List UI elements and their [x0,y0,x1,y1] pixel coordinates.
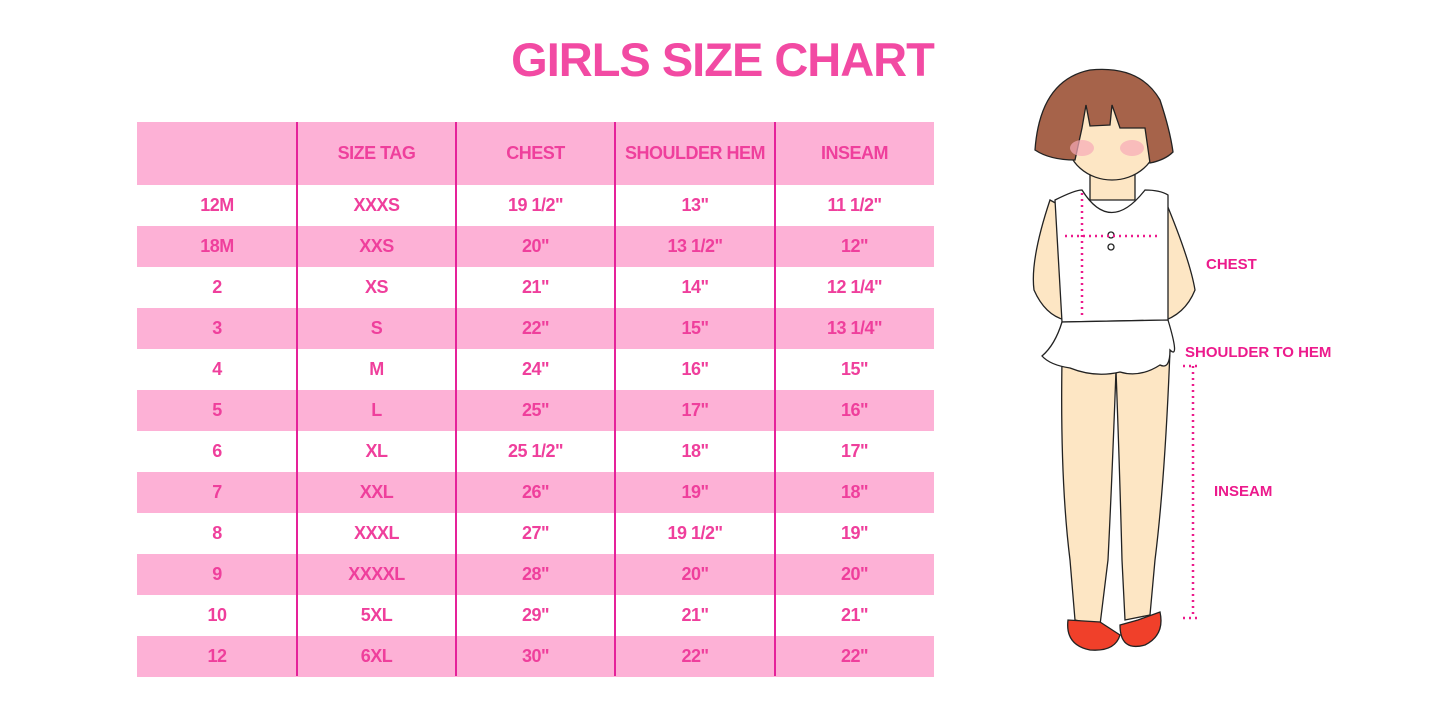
table-cell: 22" [521,318,550,338]
table-cell: XXL [359,482,394,502]
table-cell: 15" [840,359,869,379]
table-cell: 21" [840,605,869,625]
table-cell: XXS [359,236,394,256]
table-cell: 5XL [360,605,393,625]
table-row: 9 XXXXL 28" 20" 20" [137,554,934,595]
table-cell: 3 [212,318,222,338]
table-cell: XL [365,441,388,461]
table-row: 12M XXXS 19 1/2" 13" 11 1/2" [137,185,934,226]
table-cell: 26" [521,482,550,502]
table-row: 3 S 22" 15" 13 1/4" [137,308,934,349]
table-cell: 10 [207,605,227,625]
table-cell: 7 [212,482,222,502]
table-cell: 24" [521,359,550,379]
table-cell: 12 1/4" [826,277,883,297]
column-divider [774,122,776,676]
column-header: SHOULDER HEM [624,143,766,163]
chest-label: CHEST [1206,256,1257,273]
table-cell: 20" [521,236,550,256]
table-row: 4 M 24" 16" 15" [137,349,934,390]
column-divider [296,122,298,676]
table-cell: 5 [212,400,222,420]
table-cell: 11 1/2" [827,195,882,215]
table-cell: 12M [200,195,234,215]
girl-measurement-illustration: CHEST SHOULDER TO HEM INSEAM [1020,60,1380,670]
table-row: 5 L 25" 17" 16" [137,390,934,431]
table-cell: 20" [840,564,869,584]
table-row: 8 XXXL 27" 19 1/2" 19" [137,513,934,554]
column-header: CHEST [506,143,565,163]
column-divider [455,122,457,676]
table-cell: M [369,359,384,379]
table-cell: 18" [840,482,869,502]
table-cell: 25" [521,400,550,420]
table-cell: 9 [212,564,222,584]
header-row: SIZE TAG CHEST SHOULDER HEM INSEAM [137,122,934,185]
table-cell: 22" [681,646,709,666]
table-cell: XXXXL [348,564,405,584]
table-cell: 27" [521,523,550,543]
table-row: 6 XL 25 1/2" 18" 17" [137,431,934,472]
table-cell: 4 [212,359,222,379]
table-cell: 17" [681,400,709,420]
table-cell: 16" [681,359,709,379]
girl-figure-icon [1032,68,1200,651]
table-cell: XXXL [353,523,400,543]
column-header: INSEAM [820,143,889,163]
table-row: 12 6XL 30" 22" 22" [137,636,934,677]
inseam-label: INSEAM [1214,483,1273,500]
table-cell: 20" [681,564,709,584]
table-cell: 13 1/2" [667,236,723,256]
table-cell: 13" [681,195,709,215]
table-cell: S [370,318,383,338]
table-cell: 29" [521,605,550,625]
column-header [137,122,297,185]
table-row: 7 XXL 26" 19" 18" [137,472,934,513]
column-header: SIZE TAG [337,143,416,163]
size-table: SIZE TAG CHEST SHOULDER HEM INSEAM 12M XXXS 19… [137,122,934,677]
table-cell: 14" [681,277,709,297]
shoulder-to-hem-label: SHOULDER TO HEM [1185,344,1332,361]
column-divider [614,122,616,676]
table-cell: 8 [212,523,222,543]
table-cell: 21" [681,605,709,625]
table-cell: 25 1/2" [507,441,564,461]
table-cell: 19 1/2" [507,195,564,215]
table-cell: 6 [212,441,222,461]
page-title: GIRLS SIZE CHART [511,33,935,86]
table-row: 10 5XL 29" 21" 21" [137,595,934,636]
table-cell: 28" [521,564,550,584]
table-cell: 21" [521,277,550,297]
table-row: 18M XXS 20" 13 1/2" 12" [137,226,934,267]
table-cell: 15" [681,318,709,338]
table-cell: 17" [840,441,869,461]
table-cell: 18M [200,236,234,256]
table-cell: 2 [212,277,222,297]
table-cell: XS [364,277,389,297]
table-cell: L [371,400,382,420]
table-cell: 6XL [360,646,393,666]
table-cell: 19" [840,523,869,543]
table-cell: 19 1/2" [667,523,723,543]
table-cell: 22" [840,646,869,666]
table-cell: 18" [681,441,709,461]
table-cell: 30" [521,646,550,666]
table-cell: 19" [681,482,709,502]
table-row: 2 XS 21" 14" 12 1/4" [137,267,934,308]
table-cell: 12 [207,646,227,666]
table-cell: 12" [840,236,869,256]
table-cell: 13 1/4" [826,318,883,338]
table-cell: XXXS [353,195,400,215]
table-cell: 16" [840,400,869,420]
